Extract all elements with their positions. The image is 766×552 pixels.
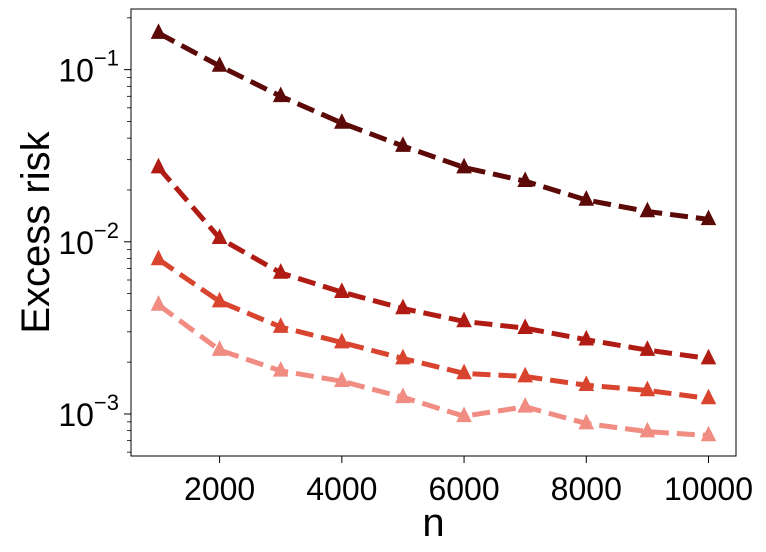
series-2-line (156, 165, 709, 361)
series-3-point (395, 348, 411, 365)
y-axis-label: Excess risk (14, 130, 58, 333)
series-2-point (272, 263, 289, 279)
series-1-point (334, 113, 350, 129)
plot-area (150, 23, 717, 442)
series-2 (150, 157, 717, 365)
axes: 2000 4000 6000 8000 10000 10−1 10−2 10−3 (58, 8, 753, 507)
series-2-point (456, 311, 472, 328)
series-4-point (211, 340, 228, 356)
series-1-point (150, 23, 167, 39)
y-tick-label: 10−2 (58, 218, 119, 261)
series-3-point (150, 249, 167, 266)
series-2-point (639, 340, 656, 356)
series-2-point (578, 329, 595, 346)
x-tick-label: 8000 (551, 471, 622, 507)
series-3-point (456, 363, 472, 380)
series-1-point (639, 201, 656, 218)
series-2-point (395, 298, 411, 315)
series-3-point (639, 380, 656, 397)
series-3-point (272, 317, 289, 333)
x-tick-label: 4000 (306, 471, 377, 507)
series-2-point (211, 228, 228, 244)
series-4-point (150, 295, 167, 311)
series-3 (150, 249, 717, 405)
series-4-line (157, 302, 709, 438)
series-4-point (456, 406, 472, 423)
series-1 (150, 23, 717, 226)
series-3-point (211, 291, 228, 308)
series-4-point (334, 371, 350, 388)
series-1-point (395, 136, 411, 152)
series-4-point (517, 397, 533, 413)
series-4-point (639, 421, 656, 438)
series-1-line (157, 30, 709, 222)
plot-frame (130, 8, 737, 457)
x-tick-label: 2000 (184, 471, 255, 507)
series-1-point (456, 157, 472, 174)
series-2-point (700, 348, 717, 365)
series-3-point (334, 332, 350, 349)
series-4-point (700, 425, 717, 442)
series-3-point (578, 375, 595, 391)
series-1-point (517, 171, 533, 187)
x-tick-label: 10000 (664, 471, 753, 507)
y-tick-label: 10−3 (58, 390, 119, 433)
series-3-point (700, 388, 717, 405)
series-4 (150, 295, 717, 442)
series-2-point (334, 282, 350, 298)
series-1-point (211, 56, 228, 72)
series-1-point (578, 190, 595, 206)
series-4-point (578, 413, 595, 430)
y-tick-label: 10−1 (58, 46, 119, 89)
series-4-point (395, 387, 411, 404)
series-4-point (272, 361, 289, 377)
series-1-point (272, 86, 289, 103)
series-2-point (150, 157, 167, 174)
x-tick-label: 6000 (428, 471, 499, 507)
series-3-point (517, 366, 533, 383)
series-1-point (700, 209, 717, 226)
x-axis-label: n (422, 501, 444, 545)
series-3-line (157, 257, 709, 401)
series-2-point (517, 318, 533, 334)
